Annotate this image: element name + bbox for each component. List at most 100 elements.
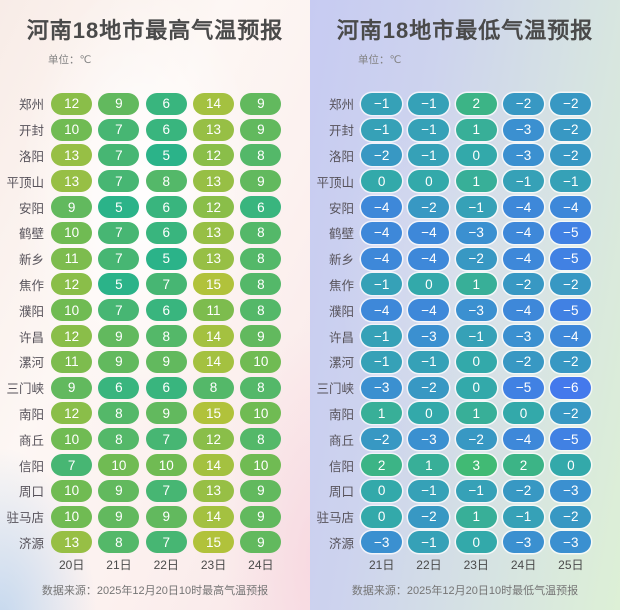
temp-cell: 13 <box>193 479 235 502</box>
temp-cell: −2 <box>550 273 592 296</box>
temp-cell: 10 <box>145 454 187 477</box>
temp-cell: −4 <box>361 196 403 219</box>
temp-cell: −1 <box>361 92 403 115</box>
temp-cell: 13 <box>51 144 93 167</box>
city-label: 焦作 <box>18 278 44 293</box>
temp-cell: 8 <box>240 247 282 270</box>
temp-cell: 10 <box>51 221 93 244</box>
temp-cell: 9 <box>145 350 187 373</box>
temp-cell: −4 <box>503 196 545 219</box>
temp-cell: 7 <box>145 428 187 451</box>
temp-cell: 13 <box>193 247 235 270</box>
temp-cell: −3 <box>408 428 450 451</box>
temp-cell: 8 <box>145 170 187 193</box>
temp-cell: 1 <box>408 454 450 477</box>
temp-cell: 3 <box>455 454 497 477</box>
temp-cell: 1 <box>455 402 497 425</box>
temp-cell: −1 <box>408 144 450 167</box>
temperature-table: 郑州 12 9 6 14 9 开封 10 7 6 13 9 洛阳 13 7 5 12 8 平顶山 13 7 8 13 9 安阳 9… <box>0 91 310 555</box>
temp-cell: −1 <box>361 273 403 296</box>
temp-cell: 2 <box>361 454 403 477</box>
max-temp-card: 河南18地市最高气温预报 单位：℃ 郑州 12 9 6 14 9 开封 10 7 6 13 9 洛阳 13… <box>0 16 310 610</box>
temp-cell: 9 <box>51 196 93 219</box>
card-title: 河南18地市最高气温预报 <box>26 18 284 43</box>
temp-cell: −1 <box>408 350 450 373</box>
temp-cell: −4 <box>408 221 450 244</box>
city-label: 信阳 <box>328 459 354 474</box>
temp-cell: −2 <box>550 350 592 373</box>
temp-cell: 11 <box>193 299 235 322</box>
temp-cell: 6 <box>145 221 187 244</box>
temp-cell: −2 <box>550 118 592 141</box>
temp-cell: 14 <box>193 92 235 115</box>
temp-cell: 1 <box>455 118 497 141</box>
temp-cell: 0 <box>455 350 497 373</box>
temp-cell: 6 <box>145 299 187 322</box>
temp-cell: 10 <box>51 299 93 322</box>
temp-cell: −2 <box>550 92 592 115</box>
temp-cell: 8 <box>240 221 282 244</box>
temp-cell: −1 <box>361 118 403 141</box>
temp-cell: 10 <box>51 479 93 502</box>
temp-cell: 15 <box>193 273 235 296</box>
temp-cell: 7 <box>98 221 140 244</box>
unit-label: 单位：℃ <box>48 54 92 66</box>
temp-cell: −5 <box>550 247 592 270</box>
temp-cell: 7 <box>98 299 140 322</box>
temp-cell: 6 <box>145 92 187 115</box>
temp-cell: −3 <box>503 531 545 554</box>
data-source-note: 数据来源：2025年12月20日10时最高气温预报 <box>41 585 269 598</box>
temp-cell: 13 <box>193 118 235 141</box>
temp-cell: −1 <box>455 479 497 502</box>
temp-cell: −3 <box>503 144 545 167</box>
temp-cell: −1 <box>408 531 450 554</box>
temp-cell: 8 <box>240 376 282 399</box>
temp-cell: −3 <box>455 299 497 322</box>
city-label: 商丘 <box>18 433 44 448</box>
temp-cell: 10 <box>240 350 282 373</box>
temp-cell: 7 <box>145 531 187 554</box>
temp-cell: 13 <box>193 221 235 244</box>
temp-cell: 10 <box>51 428 93 451</box>
temp-cell: −5 <box>550 428 592 451</box>
city-label: 南阳 <box>328 407 354 422</box>
temp-cell: 9 <box>51 376 93 399</box>
temp-cell: 9 <box>240 479 282 502</box>
city-label: 新乡 <box>328 253 354 268</box>
temp-cell: −1 <box>361 350 403 373</box>
city-label: 信阳 <box>18 459 44 474</box>
temp-cell: 8 <box>240 144 282 167</box>
city-label: 漯河 <box>18 356 44 371</box>
temp-cell: 7 <box>98 170 140 193</box>
temp-cell: −2 <box>455 247 497 270</box>
temp-cell: 10 <box>240 402 282 425</box>
city-label: 周口 <box>18 485 44 500</box>
temp-cell: −1 <box>361 325 403 348</box>
city-label: 南阳 <box>18 407 44 422</box>
temp-cell: −4 <box>408 247 450 270</box>
city-label: 商丘 <box>328 433 354 448</box>
temp-cell: 15 <box>193 402 235 425</box>
city-label: 平顶山 <box>316 175 354 190</box>
date-label: 25日 <box>558 558 584 573</box>
temp-cell: −1 <box>455 196 497 219</box>
temp-cell: 7 <box>98 118 140 141</box>
city-label: 郑州 <box>18 98 44 113</box>
city-label: 濮阳 <box>328 304 354 319</box>
temp-cell: 1 <box>361 402 403 425</box>
temp-cell: 12 <box>193 428 235 451</box>
city-label: 开封 <box>18 124 44 139</box>
temp-cell: 9 <box>240 531 282 554</box>
temp-cell: 13 <box>51 170 93 193</box>
temp-cell: 8 <box>145 325 187 348</box>
temp-cell: −2 <box>408 505 450 528</box>
temp-cell: 12 <box>51 402 93 425</box>
temp-cell: 0 <box>550 454 592 477</box>
temp-cell: 9 <box>145 505 187 528</box>
temp-cell: −5 <box>550 299 592 322</box>
temp-cell: 1 <box>455 505 497 528</box>
temp-cell: 9 <box>240 325 282 348</box>
city-label: 新乡 <box>18 253 44 268</box>
temp-cell: −1 <box>455 325 497 348</box>
temp-cell: 5 <box>145 144 187 167</box>
